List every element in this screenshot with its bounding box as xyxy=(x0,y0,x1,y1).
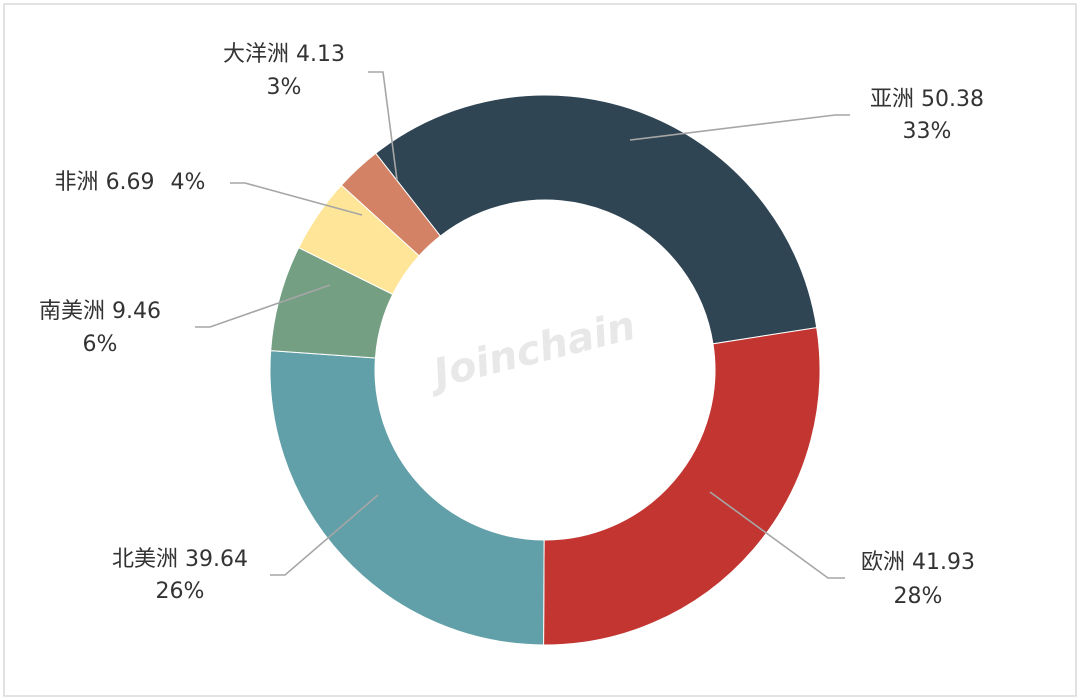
leader-line xyxy=(195,284,331,328)
leader-line xyxy=(270,494,379,576)
percent-label: 28% xyxy=(894,584,943,609)
donut-slice xyxy=(269,350,545,646)
value-label: 6.69 xyxy=(106,170,155,195)
category-label: 欧洲 xyxy=(861,550,905,575)
value-label: 39.64 xyxy=(185,547,248,572)
data-label: 北美洲 39.64 26% xyxy=(112,547,248,604)
data-label: 非洲 6.69 4% xyxy=(55,170,206,195)
donut-slice xyxy=(543,327,821,646)
value-label: 41.93 xyxy=(912,550,975,575)
data-label: 亚洲 50.38 33% xyxy=(870,87,984,144)
value-label: 50.38 xyxy=(921,87,984,112)
category-label: 大洋洲 xyxy=(223,42,289,67)
category-label: 北美洲 xyxy=(112,547,178,572)
data-label: 南美洲 9.46 6% xyxy=(39,299,161,357)
leader-line xyxy=(230,182,363,216)
leader-line xyxy=(629,114,850,141)
donut-slice xyxy=(374,94,818,345)
percent-label: 26% xyxy=(156,579,205,604)
category-label: 亚洲 xyxy=(870,87,914,112)
leader-line xyxy=(368,71,398,181)
percent-label: 6% xyxy=(83,332,118,357)
percent-label: 3% xyxy=(267,75,302,100)
value-label: 4.13 xyxy=(296,42,345,67)
value-label: 9.46 xyxy=(112,299,161,324)
leader-line xyxy=(709,491,845,579)
percent-label: 4% xyxy=(171,170,206,195)
category-label: 南美洲 xyxy=(39,299,105,324)
data-label: 大洋洲 4.13 3% xyxy=(223,42,345,100)
donut-slice xyxy=(340,152,442,257)
percent-label: 33% xyxy=(903,119,952,144)
data-label: 欧洲 41.93 28% xyxy=(861,550,975,609)
category-label: 非洲 xyxy=(55,170,99,195)
